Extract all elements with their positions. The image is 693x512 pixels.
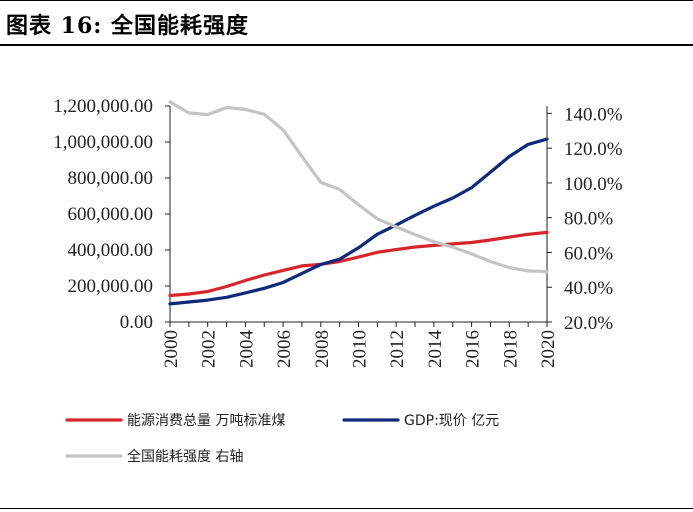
right-axis-tick-label: 80.0% [564,209,613,230]
x-axis-tick-label: 2014 [425,330,446,369]
left-axis-tick-label: 200,000.00 [68,276,154,297]
legend-label-3: 全国能耗强度 右轴 [127,448,243,465]
legend-label-1: 能源消费总量 万吨标准煤 [127,413,285,429]
x-axis-tick-label: 2008 [312,330,333,368]
left-axis-tick-label: 600,000.00 [68,204,154,225]
left-axis-tick-label: 1,000,000.00 [53,132,153,153]
series-line-3 [168,100,549,274]
right-axis-tick-label: 120.0% [564,139,623,160]
x-axis-tick-label: 2020 [538,330,559,368]
left-axis-tick-label: 0.00 [120,312,153,333]
x-axis-tick-label: 2000 [161,330,182,368]
right-axis-tick-label: 40.0% [564,278,613,299]
chart-axes: 0.00 200,000.00 400,000.00 600,000.00 800,00… [53,96,623,368]
x-axis-tick-label: 2010 [350,330,371,368]
footer-rule [0,508,693,509]
header-top-border [0,0,693,1]
x-axis-tick-label: 2006 [274,330,295,368]
series-line-2 [168,137,549,306]
right-axis-tick-label: 20.0% [564,313,613,334]
x-axis-tick-label: 2018 [500,330,521,368]
left-axis-tick-label: 1,200,000.00 [53,96,153,117]
figure-header: 图表 16: 全国能耗强度 [0,0,693,46]
chart-series-lines [168,100,549,306]
right-axis-tick-label: 60.0% [564,243,613,264]
header-rule [0,44,693,46]
x-axis-tick-label: 2002 [199,330,220,368]
x-axis-tick-label: 2012 [387,330,408,368]
legend-label-2: GDP:现价 亿元 [404,413,499,429]
x-axis-tick-label: 2016 [463,330,484,368]
right-axis-tick-label: 100.0% [564,174,623,195]
left-axis-tick-label: 400,000.00 [68,240,154,261]
figure-title: 图表 16: 全国能耗强度 [6,13,250,39]
series-line-1 [168,230,549,298]
right-axis-tick-label: 140.0% [564,104,623,125]
left-axis-tick-label: 800,000.00 [68,168,154,189]
x-axis-tick-label: 2004 [236,330,257,369]
